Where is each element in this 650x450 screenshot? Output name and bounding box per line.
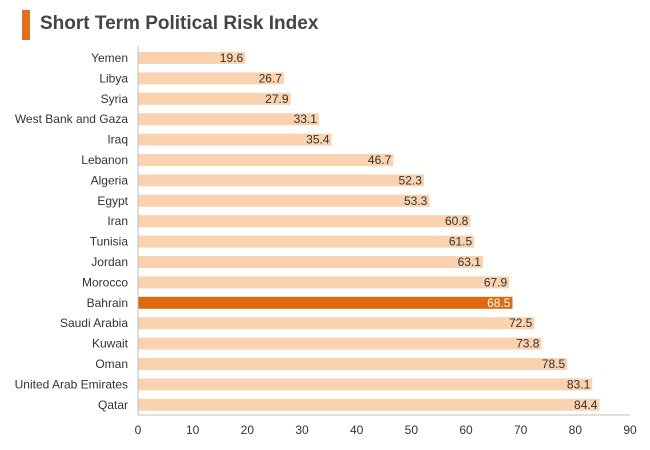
- x-tick-label: 70: [514, 423, 528, 437]
- bar-iran: [138, 215, 471, 228]
- bar-oman: [138, 358, 568, 370]
- x-tick-label: 10: [186, 423, 200, 437]
- value-label-oman: 78.5: [542, 357, 566, 371]
- category-label-iran: Iran: [107, 214, 128, 228]
- bar-algeria: [138, 174, 424, 187]
- value-label-qatar: 84.4: [574, 398, 598, 412]
- bar-yemen: [138, 52, 246, 64]
- bar-qatar: [138, 398, 600, 411]
- x-tick-label: 30: [295, 423, 309, 437]
- x-tick-label: 80: [569, 423, 583, 437]
- bar-kuwait: [138, 337, 542, 350]
- chart-title: Short Term Political Risk Index: [40, 13, 319, 34]
- category-label-tunisia: Tunisia: [90, 235, 129, 249]
- category-label-oman: Oman: [95, 357, 128, 371]
- bar-west-bank-and-gaza: [138, 113, 319, 126]
- category-label-libya: Libya: [99, 71, 128, 85]
- value-label-tunisia: 61.5: [449, 235, 473, 249]
- value-label-algeria: 52.3: [399, 173, 423, 187]
- value-label-libya: 26.7: [259, 71, 283, 85]
- value-label-egypt: 53.3: [404, 194, 428, 208]
- category-label-saudi-arabia: Saudi Arabia: [60, 316, 128, 330]
- x-tick-label: 60: [459, 423, 473, 437]
- title-accent-bar: [22, 10, 30, 40]
- category-label-lebanon: Lebanon: [81, 153, 128, 167]
- x-tick-label: 40: [350, 423, 364, 437]
- category-label-yemen: Yemen: [91, 51, 128, 65]
- bar-morocco: [138, 276, 510, 289]
- x-tick-label: 90: [623, 423, 637, 437]
- category-label-bahrain: Bahrain: [87, 296, 128, 310]
- value-label-yemen: 19.6: [220, 51, 244, 65]
- category-label-iraq: Iraq: [107, 133, 128, 147]
- category-label-qatar: Qatar: [98, 398, 128, 412]
- x-tick-label: 50: [405, 423, 419, 437]
- value-label-kuwait: 73.8: [516, 337, 540, 351]
- bar-jordan: [138, 256, 483, 268]
- bar-iraq: [138, 133, 332, 146]
- value-label-west-bank-and-gaza: 33.1: [294, 112, 318, 126]
- value-label-bahrain: 68.5: [487, 296, 511, 310]
- bar-bahrain: [138, 296, 513, 309]
- bar-syria: [138, 92, 291, 105]
- bar-lebanon: [138, 154, 394, 166]
- x-tick-label: 0: [135, 423, 142, 437]
- x-tick-label: 20: [241, 423, 255, 437]
- category-label-jordan: Jordan: [91, 255, 128, 269]
- category-label-egypt: Egypt: [97, 194, 128, 208]
- value-label-jordan: 63.1: [458, 255, 482, 269]
- bar-united-arab-emirates: [138, 378, 593, 391]
- bar-egypt: [138, 194, 430, 207]
- bar-libya: [138, 72, 284, 85]
- value-label-iraq: 35.4: [306, 133, 330, 147]
- value-label-morocco: 67.9: [484, 275, 508, 289]
- value-label-iran: 60.8: [445, 214, 469, 228]
- category-label-syria: Syria: [101, 92, 129, 106]
- bar-saudi-arabia: [138, 317, 535, 330]
- category-label-morocco: Morocco: [82, 275, 128, 289]
- value-label-lebanon: 46.7: [368, 153, 392, 167]
- category-label-united-arab-emirates: United Arab Emirates: [15, 377, 128, 391]
- bar-tunisia: [138, 235, 475, 248]
- category-label-algeria: Algeria: [91, 173, 129, 187]
- category-label-west-bank-and-gaza: West Bank and Gaza: [15, 112, 129, 126]
- value-label-syria: 27.9: [265, 92, 289, 106]
- value-label-saudi-arabia: 72.5: [509, 316, 533, 330]
- category-label-kuwait: Kuwait: [92, 337, 129, 351]
- value-label-united-arab-emirates: 83.1: [567, 377, 591, 391]
